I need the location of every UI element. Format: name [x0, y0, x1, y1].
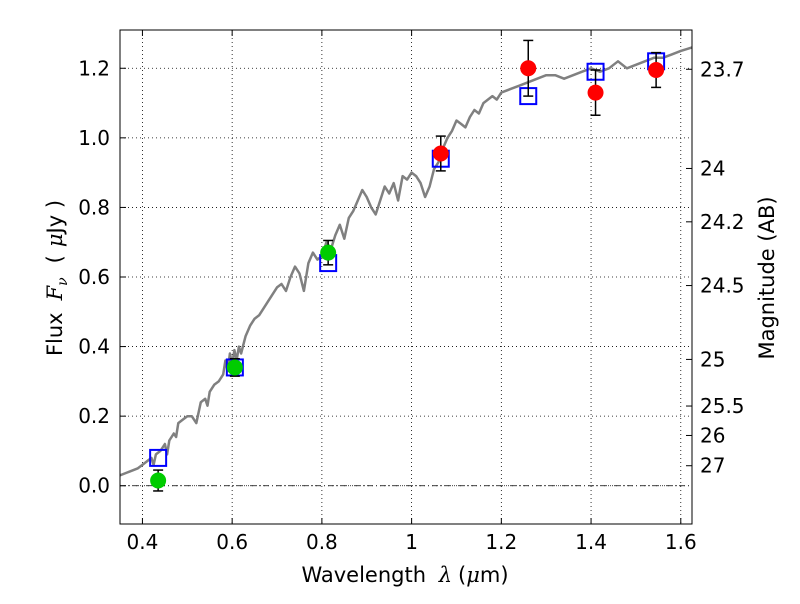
y2-tick-label: 23.7: [700, 57, 745, 81]
observed-point: [587, 84, 604, 101]
observed-point: [648, 62, 665, 79]
axes: 0.4 0.6 0.8 1 1.2 1.4 1.6 0.0 0.2 0.4 0.6 0.8 1.0 1.2…: [78, 30, 745, 554]
x-tick-label: 0.8: [306, 530, 338, 554]
y-tick-label: 0.0: [78, 474, 110, 498]
y-tick-label: 0.8: [78, 195, 110, 219]
y-axis-label: FluxFν(μJy ): [43, 200, 71, 356]
model-flux-square: [149, 448, 168, 467]
y2-tick-label: 24.2: [700, 210, 745, 234]
x-axis-label: Wavelength λ (μm): [301, 563, 508, 587]
observed-point: [520, 60, 537, 77]
plot-area: [120, 39, 692, 492]
y2-axis-label: Magnitude (AB): [755, 196, 779, 359]
x-tick-label: 1.2: [485, 530, 517, 554]
x-tick-label: 0.6: [216, 530, 248, 554]
y2-tick-label: 27: [700, 454, 725, 478]
y2-tick-label: 24.5: [700, 274, 745, 298]
observed-point: [320, 244, 337, 261]
y-tick-label: 0.2: [78, 404, 110, 428]
x-tick-label: 1: [405, 530, 418, 554]
y-tick-label: 0.4: [78, 335, 110, 359]
observed-point: [226, 359, 243, 376]
y2-tick-label: 25: [700, 347, 725, 371]
y2-tick-label: 26: [700, 423, 725, 447]
x-tick-label: 1.4: [575, 530, 607, 554]
y-tick-label: 0.6: [78, 265, 110, 289]
x-tick-label: 0.4: [127, 530, 159, 554]
y-tick-label: 1.2: [78, 56, 110, 80]
grid: [120, 30, 692, 524]
y2-tick-label: 25.5: [700, 394, 745, 418]
observed-point: [150, 472, 167, 489]
x-tick-label: 1.6: [665, 530, 697, 554]
y-tick-label: 1.0: [78, 126, 110, 150]
sed-model-line: [120, 46, 692, 477]
observed-point: [432, 145, 449, 162]
y2-tick-label: 24: [700, 156, 725, 180]
